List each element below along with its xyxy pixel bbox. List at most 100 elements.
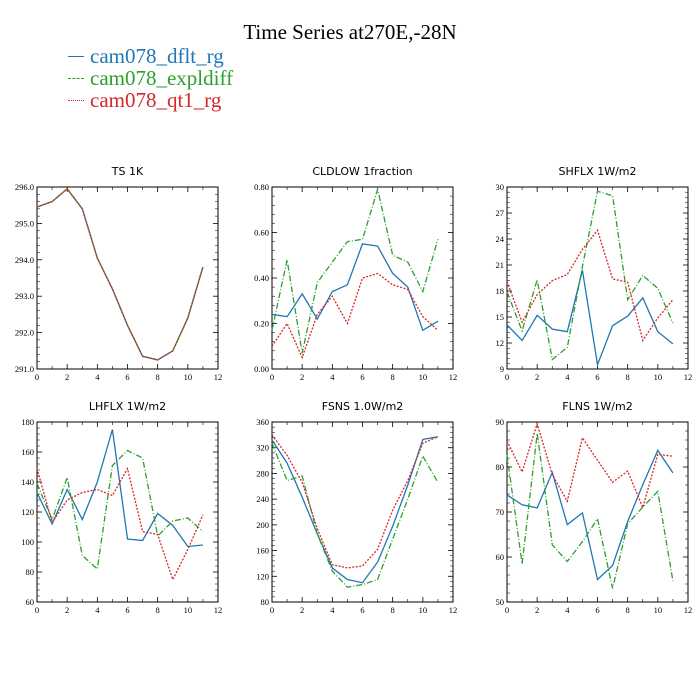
x-tick-label: 0 bbox=[35, 372, 39, 382]
x-tick-label: 0 bbox=[270, 372, 274, 382]
y-tick-label: 90 bbox=[496, 417, 505, 427]
y-tick-label: 100 bbox=[21, 537, 34, 547]
y-tick-label: 120 bbox=[21, 507, 34, 517]
series-line bbox=[271, 434, 439, 569]
x-tick-label: 10 bbox=[654, 605, 663, 615]
plot-frame bbox=[36, 186, 219, 370]
panel-title: FSNS 1.0W/m2 bbox=[322, 400, 404, 413]
series-line bbox=[506, 421, 673, 510]
series-line bbox=[36, 466, 204, 582]
y-tick-label: 292.0 bbox=[15, 328, 34, 338]
y-tick-label: 70 bbox=[496, 507, 505, 517]
y-tick-label: 296.0 bbox=[15, 182, 34, 192]
x-tick-label: 6 bbox=[125, 372, 129, 382]
x-tick-label: 10 bbox=[184, 372, 193, 382]
chart-panel: TS 1K 0 2 4 6 8 10 12 291.0 292.0 293.0 294.0 295.0 2… bbox=[15, 165, 222, 382]
x-tick-label: 8 bbox=[626, 372, 630, 382]
y-tick-label: 0.20 bbox=[254, 319, 269, 329]
series-line bbox=[271, 436, 439, 584]
y-tick-label: 360 bbox=[256, 417, 269, 427]
x-tick-label: 6 bbox=[360, 372, 364, 382]
x-tick-label: 10 bbox=[419, 372, 428, 382]
x-tick-label: 8 bbox=[626, 605, 630, 615]
x-tick-label: 10 bbox=[184, 605, 193, 615]
x-tick-label: 12 bbox=[684, 372, 693, 382]
panel-title: LHFLX 1W/m2 bbox=[89, 400, 166, 413]
y-tick-label: 293.0 bbox=[15, 291, 34, 301]
series-line bbox=[506, 449, 674, 581]
series-line bbox=[271, 243, 439, 332]
x-tick-label: 8 bbox=[156, 372, 160, 382]
x-tick-label: 8 bbox=[391, 605, 395, 615]
legend-swatch bbox=[68, 55, 84, 57]
x-tick-label: 4 bbox=[95, 605, 100, 615]
legend-label: cam078_expldiff bbox=[90, 66, 234, 90]
x-tick-label: 10 bbox=[654, 372, 663, 382]
series-line bbox=[506, 190, 674, 361]
y-tick-label: 27 bbox=[496, 208, 505, 218]
y-tick-label: 21 bbox=[496, 260, 505, 270]
legend-label: cam078_dflt_rg bbox=[90, 44, 224, 68]
x-tick-label: 8 bbox=[391, 372, 395, 382]
y-tick-label: 9 bbox=[500, 364, 504, 374]
x-tick-label: 4 bbox=[565, 372, 570, 382]
x-tick-label: 6 bbox=[360, 605, 364, 615]
y-tick-label: 0.40 bbox=[254, 273, 269, 283]
x-tick-label: 12 bbox=[449, 372, 458, 382]
x-tick-label: 2 bbox=[65, 372, 69, 382]
y-tick-label: 0.00 bbox=[254, 364, 269, 374]
y-tick-label: 0.80 bbox=[254, 182, 269, 192]
x-tick-label: 4 bbox=[330, 372, 335, 382]
y-tick-label: 120 bbox=[256, 571, 269, 581]
series-line bbox=[36, 449, 204, 571]
panel-title: FLNS 1W/m2 bbox=[562, 400, 632, 413]
y-tick-label: 80 bbox=[496, 462, 505, 472]
x-tick-label: 0 bbox=[270, 605, 274, 615]
y-tick-label: 80 bbox=[261, 597, 270, 607]
series-line bbox=[36, 187, 204, 361]
x-tick-label: 4 bbox=[95, 372, 100, 382]
x-tick-label: 4 bbox=[330, 605, 335, 615]
x-tick-label: 6 bbox=[595, 372, 599, 382]
x-tick-label: 12 bbox=[214, 605, 223, 615]
y-tick-label: 160 bbox=[256, 546, 269, 556]
x-tick-label: 6 bbox=[125, 605, 129, 615]
x-tick-label: 0 bbox=[35, 605, 39, 615]
series-line bbox=[506, 433, 674, 589]
plot-frame bbox=[271, 186, 454, 370]
plot-frame bbox=[271, 421, 454, 603]
legend-entry: cam078_dflt_rg bbox=[68, 44, 233, 68]
y-tick-label: 50 bbox=[496, 597, 505, 607]
y-tick-label: 160 bbox=[21, 447, 34, 457]
y-tick-label: 180 bbox=[21, 417, 34, 427]
legend: cam078_dflt_rg cam078_expldiff cam078_qt… bbox=[68, 44, 234, 112]
x-tick-label: 8 bbox=[156, 605, 160, 615]
series-line bbox=[506, 270, 674, 368]
y-tick-label: 60 bbox=[496, 552, 505, 562]
chart-panel: FLNS 1W/m2 0 2 4 6 8 10 12 50 60 70 80 90 bbox=[496, 400, 693, 615]
legend-swatch bbox=[68, 77, 84, 79]
y-tick-label: 80 bbox=[26, 567, 35, 577]
series-line bbox=[36, 187, 204, 361]
x-tick-label: 2 bbox=[535, 605, 539, 615]
series-line bbox=[271, 272, 439, 360]
x-tick-label: 6 bbox=[595, 605, 599, 615]
x-tick-label: 12 bbox=[449, 605, 458, 615]
y-tick-label: 24 bbox=[496, 234, 505, 244]
y-tick-label: 15 bbox=[496, 312, 505, 322]
x-tick-label: 2 bbox=[65, 605, 69, 615]
x-tick-label: 10 bbox=[419, 605, 428, 615]
y-tick-label: 18 bbox=[496, 286, 505, 296]
y-tick-label: 30 bbox=[496, 182, 505, 192]
y-tick-label: 240 bbox=[256, 494, 269, 504]
x-tick-label: 0 bbox=[505, 372, 509, 382]
legend-entry: cam078_expldiff bbox=[68, 66, 234, 90]
y-tick-label: 295.0 bbox=[15, 218, 34, 228]
x-tick-label: 2 bbox=[535, 372, 539, 382]
panel-title: CLDLOW 1fraction bbox=[312, 165, 412, 178]
x-tick-label: 0 bbox=[505, 605, 509, 615]
legend-swatch bbox=[68, 99, 84, 101]
x-tick-label: 2 bbox=[300, 372, 304, 382]
